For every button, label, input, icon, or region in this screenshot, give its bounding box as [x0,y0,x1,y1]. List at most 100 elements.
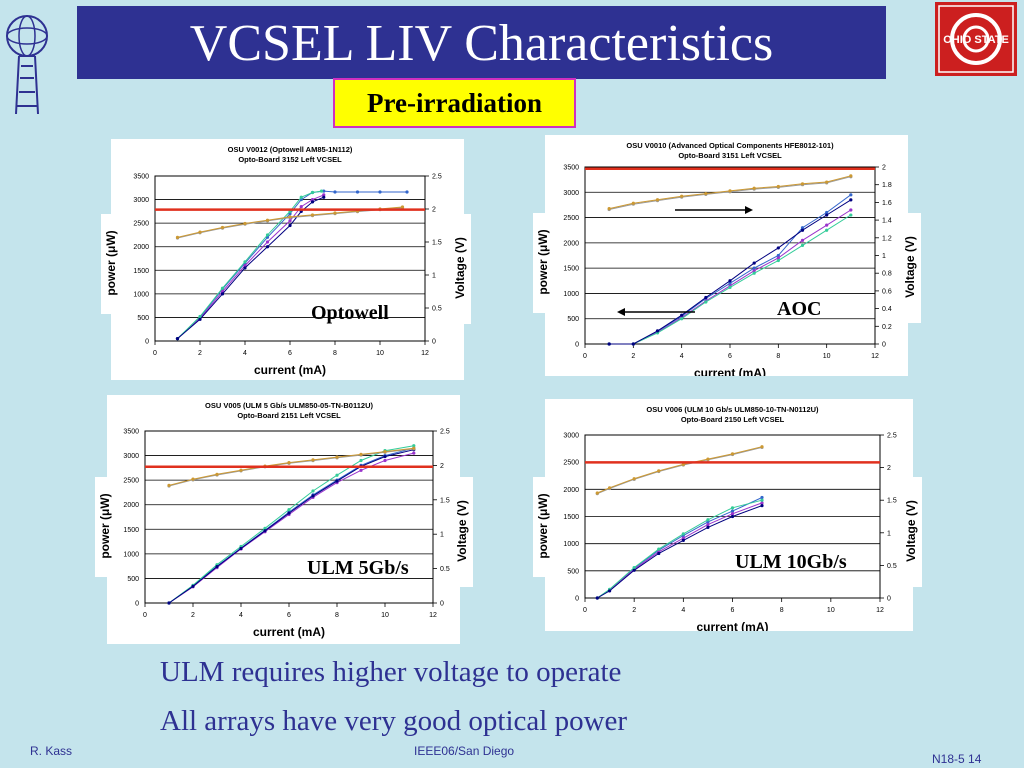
data-point [776,253,780,258]
y2-tick-label: 2.5 [432,174,442,181]
data-point [607,342,611,346]
data-point [752,261,756,265]
data-point [243,266,247,270]
data-point [167,483,171,487]
y2-tick-label: 0.4 [882,306,892,313]
y2-tick-label: 1.6 [882,200,892,207]
data-point [607,486,612,490]
y-axis-label: power (μW) [536,493,550,559]
data-point [760,501,764,505]
data-point [704,300,708,304]
x-tick-label: 2 [198,350,202,357]
x-tick-label: 12 [876,607,884,614]
y-tick-label: 3500 [133,174,149,181]
y-tick-label: 3000 [563,190,579,197]
x-axis-label: current (mA) [694,366,766,376]
y-axis-label: power (μW) [536,229,550,295]
data-point [825,213,829,217]
data-point [728,281,732,285]
data-point [288,219,292,223]
plot-frame [584,166,876,345]
y-axis-label-box: power (μW) [95,477,115,577]
data-point [760,504,764,508]
data-point [400,205,405,209]
y2-axis-label: Voltage (V) [453,237,467,299]
data-point [655,329,660,333]
data-point [776,184,780,189]
data-point [383,454,387,459]
chart-subtitle: Opto-Board 3151 Left VCSEL [678,151,782,160]
x-tick-label: 6 [731,607,735,614]
data-point [265,245,270,249]
data-point [198,317,202,321]
x-tick-label: 8 [335,612,339,619]
data-point [359,468,363,472]
y2-tick-label: 0.2 [882,324,892,331]
data-point [706,518,710,522]
plot-frame [584,434,881,599]
data-point [243,221,247,226]
x-tick-label: 10 [827,607,835,614]
chart-title: OSU V006 (ULM 10 Gb/s ULM850-10-TN-N0112… [646,405,819,414]
y2-tick-label: 0.5 [440,566,450,573]
y2-tick-label: 2 [882,165,886,172]
x-tick-label: 10 [376,350,384,357]
data-point [706,525,710,529]
data-point [265,218,270,222]
data-point [167,601,171,605]
y2-tick-label: 0 [882,342,886,349]
data-point [412,451,416,455]
data-point [680,313,684,317]
data-point [383,450,387,454]
data-point [239,468,243,472]
y-tick-label: 1000 [563,541,579,548]
y2-tick-label: 2 [432,207,436,214]
y-axis-label-box: power (μW) [533,213,553,313]
data-point [706,523,710,527]
y-tick-label: 500 [567,568,579,575]
chart-tag-label: AOC [777,298,822,320]
data-point [383,458,387,463]
x-tick-label: 2 [632,607,636,614]
data-point [849,193,853,197]
data-point [322,195,326,199]
data-point [322,193,326,197]
data-point [825,223,829,227]
y2-tick-label: 1 [882,253,886,260]
series-line [168,452,414,604]
data-point [680,194,684,198]
y-tick-label: 2000 [133,244,149,251]
chart-subtitle: Opto-Board 2150 Left VCSEL [681,415,785,424]
y-tick-label: 0 [575,596,579,603]
y2-tick-label: 2 [887,465,891,472]
footer-author: R. Kass [30,744,73,758]
data-point [310,213,315,217]
y-axis-label-box: power (μW) [101,214,121,314]
data-point [198,314,202,319]
y2-tick-label: 1 [440,532,444,539]
arrow-right-head [745,206,753,214]
chart-svg: OSU V005 (ULM 5 Gb/s ULM850-05-TN-B0112U… [123,401,450,639]
data-point [752,186,756,190]
y-tick-label: 2000 [563,240,579,247]
series-line [609,209,852,345]
atlas-logo-icon [6,15,48,115]
y-tick-label: 2500 [563,215,579,222]
x-tick-label: 10 [823,353,831,360]
x-tick-label: 4 [243,350,247,357]
data-point [243,260,247,264]
y2-tick-label: 1.8 [882,182,892,189]
data-point [657,469,661,473]
data-point [631,201,635,205]
y-tick-label: 0 [575,342,579,349]
y2-tick-label: 0.8 [882,271,892,278]
data-point [215,565,219,569]
chart-ulm-5gbs: OSU V005 (ULM 5 Gb/s ULM850-05-TN-B0112U… [95,395,473,644]
y-tick-label: 2500 [123,478,139,485]
data-point [849,198,853,202]
data-point [800,238,805,242]
x-tick-label: 12 [871,353,879,360]
data-point [288,223,292,228]
y2-tick-label: 2.5 [440,429,450,436]
data-point [595,491,599,495]
